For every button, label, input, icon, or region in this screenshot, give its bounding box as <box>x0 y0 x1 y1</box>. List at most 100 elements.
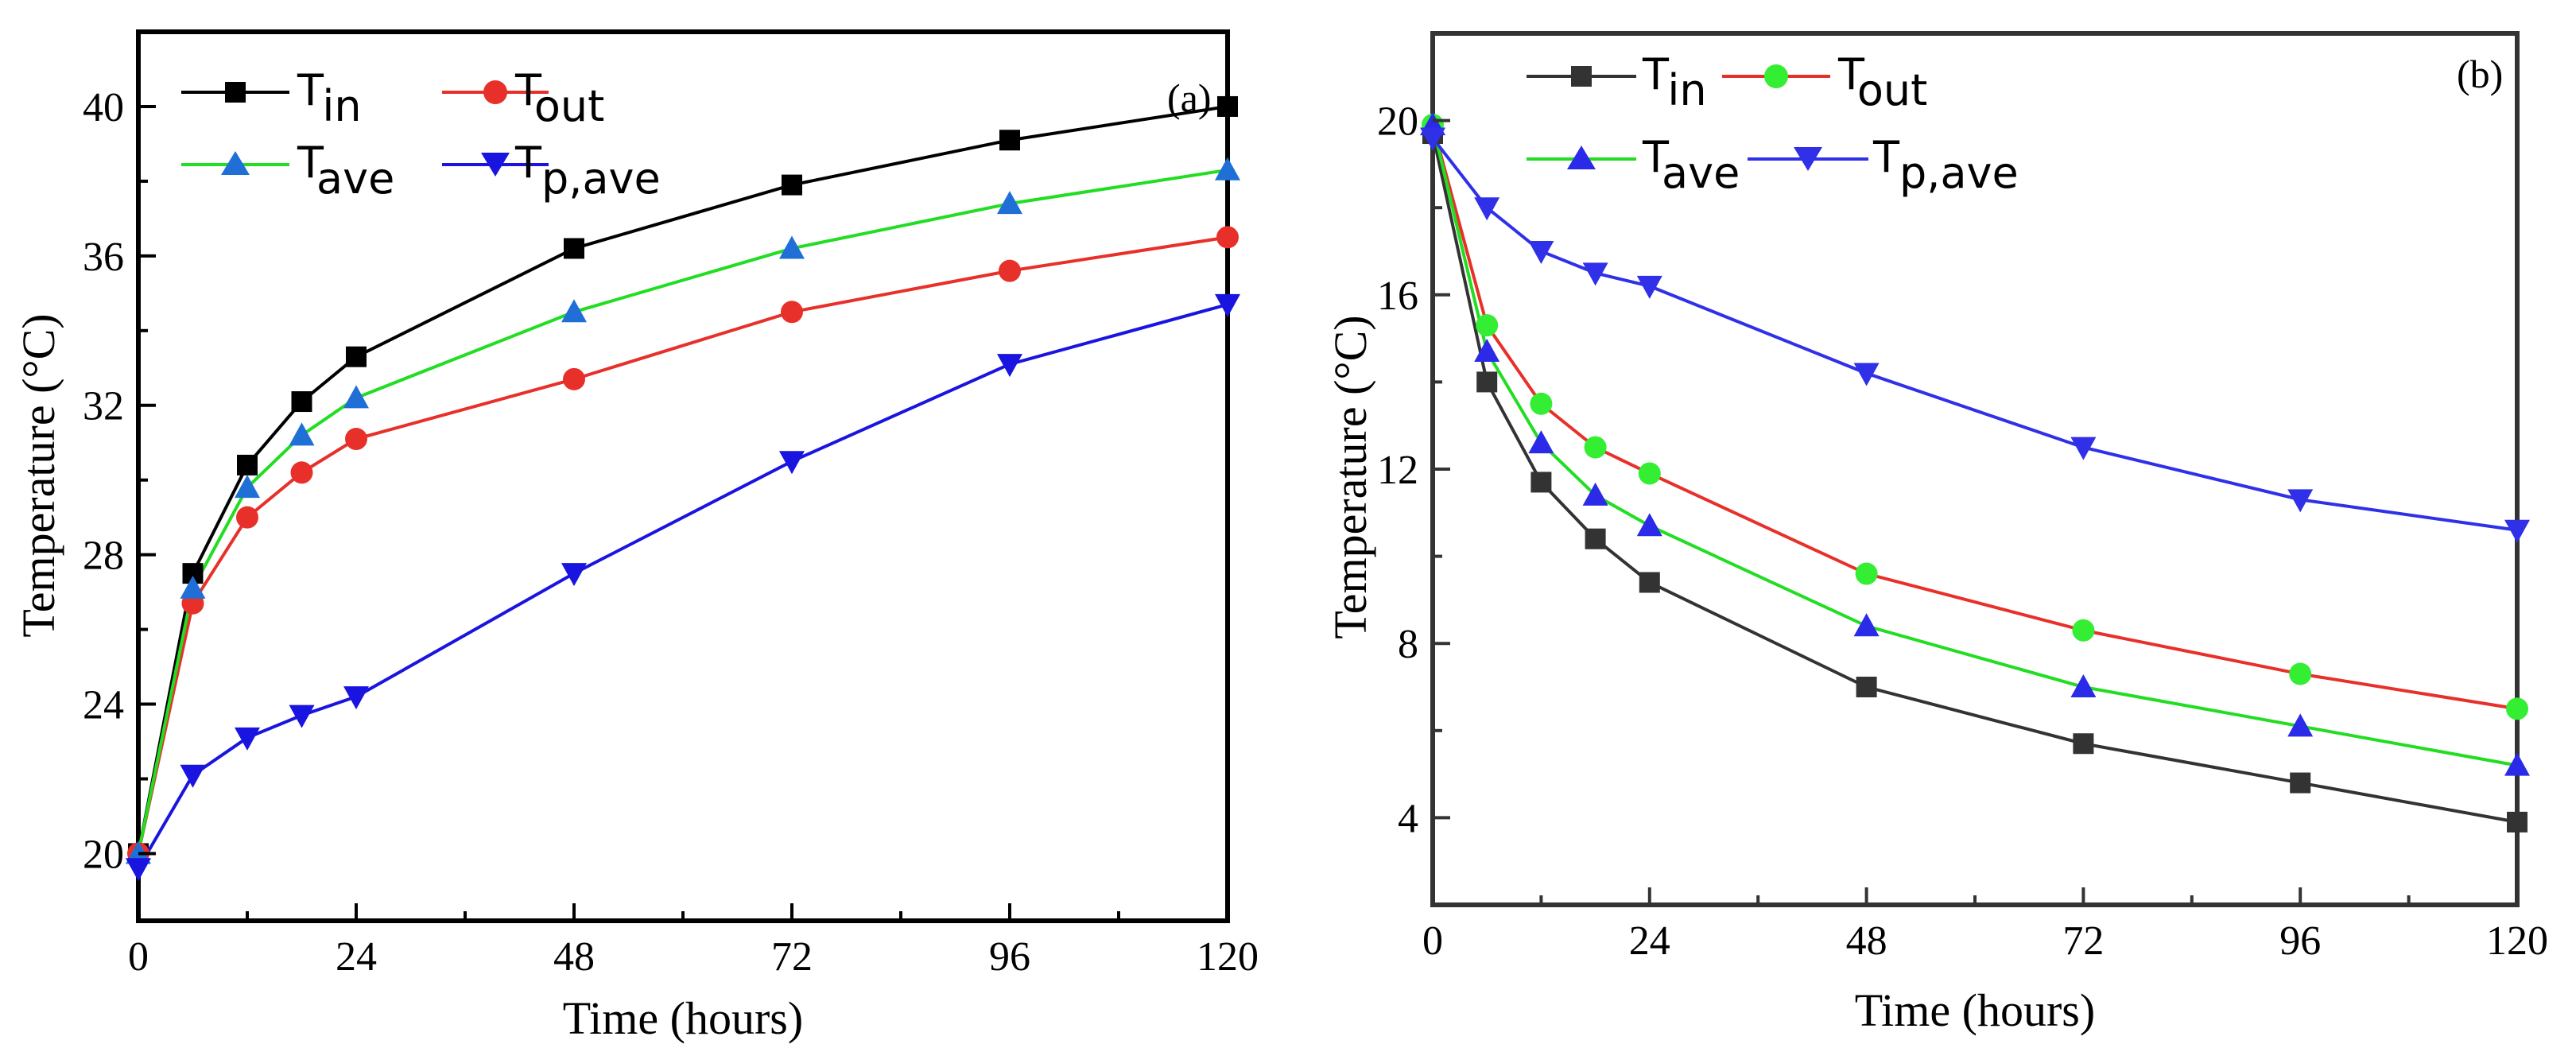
point-b-tin-12 <box>1530 472 1552 493</box>
legend-a-tin-label: Tin <box>297 65 362 131</box>
point-b-tpave-18 <box>1582 262 1608 286</box>
point-a-tout-48 <box>563 367 585 390</box>
point-a-tin-48 <box>564 238 584 259</box>
point-b-tout-96 <box>2289 662 2312 685</box>
legend-b-tout-label: Tout <box>1837 49 1927 115</box>
point-b-tin-24 <box>1639 572 1660 593</box>
legend-b-tin-marker <box>1571 66 1592 87</box>
legend-a-tpave-sub: p,ave <box>541 153 661 204</box>
point-a-tin-18 <box>291 391 312 413</box>
point-b-tpave-0 <box>1420 127 1445 151</box>
point-b-tave-12 <box>1528 430 1554 454</box>
legend-b-tpave-sub: p,ave <box>1899 148 2019 198</box>
legend-b-tave: Tave <box>1527 132 1740 198</box>
point-a-tpave-18 <box>289 704 315 728</box>
point-b-tin-18 <box>1585 528 1606 549</box>
panel-b-legend: Tin Tout Tave Tp,ave <box>1527 49 2019 198</box>
y-tick-label-a-24: 24 <box>83 683 124 728</box>
legend-a-tin-sub: in <box>322 81 361 131</box>
legend-b-tave-label: Tave <box>1642 132 1740 198</box>
y-tick-label-b-12: 12 <box>1377 448 1418 493</box>
legend-a-tave-sub: ave <box>316 153 394 204</box>
point-a-tin-120 <box>1217 95 1238 117</box>
point-a-tpave-48 <box>561 563 587 587</box>
legend-b-tave-marker <box>1567 146 1596 169</box>
legend-b-tin-label: Tin <box>1642 49 1707 115</box>
x-tick-label-b-0: 0 <box>1422 918 1443 964</box>
legend-a-tin-name: T <box>297 65 324 115</box>
y-tick-label-a-20: 20 <box>83 832 124 877</box>
panel-a-plot-area <box>126 95 1240 882</box>
point-b-tpave-12 <box>1528 241 1554 264</box>
legend-b-tout-sub: out <box>1857 65 1927 115</box>
point-a-tpave-24 <box>343 686 369 710</box>
point-b-tpave-120 <box>2504 519 2530 543</box>
legend-a-tin-marker <box>225 82 246 103</box>
panel-a-label: (a) <box>1167 76 1212 120</box>
x-tick-label-b-48: 48 <box>1846 918 1887 964</box>
legend-b-tpave-marker <box>1794 147 1822 171</box>
point-a-tpave-6 <box>180 764 206 788</box>
panel-b-x-axis-title: Time (hours) <box>1855 984 2095 1036</box>
point-a-tpave-0 <box>126 858 151 882</box>
point-a-tave-72 <box>779 235 805 259</box>
legend-a-tout: Tout <box>442 65 604 131</box>
legend-b-tpave-name: T <box>1872 132 1900 182</box>
point-a-tout-18 <box>290 461 313 484</box>
point-b-tave-72 <box>2070 674 2097 697</box>
point-b-tin-72 <box>2073 733 2094 755</box>
legend-b-tout: Tout <box>1722 49 1927 115</box>
point-a-tin-96 <box>999 130 1020 151</box>
legend-a-tpave-label: Tp,ave <box>514 138 661 204</box>
x-tick-label-b-120: 120 <box>2486 918 2548 964</box>
point-a-tave-18 <box>289 422 315 446</box>
point-b-tout-24 <box>1638 462 1661 485</box>
point-a-tave-6 <box>180 575 206 599</box>
panel-b-label: (b) <box>2457 52 2503 96</box>
y-tick-label-a-36: 36 <box>83 235 124 280</box>
point-b-tout-48 <box>1855 562 1878 585</box>
point-a-tin-12 <box>237 454 258 475</box>
legend-a-tout-sub: out <box>534 81 604 131</box>
legend-b-tin: Tin <box>1527 49 1707 115</box>
series-line-a-tpave <box>137 302 1228 870</box>
point-a-tout-96 <box>999 259 1021 282</box>
legend-b-tpave-label: Tp,ave <box>1872 132 2019 198</box>
panel-b-plot-area <box>1420 112 2530 833</box>
point-a-tave-120 <box>1215 157 1240 180</box>
legend-b-tave-sub: ave <box>1662 148 1740 198</box>
panel-a-y-axis-title: Temperature (°C) <box>13 313 64 637</box>
legend-a-tave-marker <box>221 151 250 175</box>
x-tick-label-b-24: 24 <box>1629 918 1670 964</box>
series-line-a-tave <box>137 168 1228 854</box>
point-b-tpave-24 <box>1636 275 1662 299</box>
point-a-tin-24 <box>346 346 367 367</box>
point-b-tout-18 <box>1584 436 1607 459</box>
legend-a-tout-marker <box>483 80 507 104</box>
panel-a-x-ticks: 0 24 48 72 96 120 <box>128 903 1259 980</box>
legend-a-tin: Tin <box>181 65 362 131</box>
panel-b-x-ticks: 0 24 48 72 96 120 <box>1422 887 2548 964</box>
panel-a-x-axis-title: Time (hours) <box>563 992 803 1044</box>
point-b-tpave-96 <box>2287 489 2314 513</box>
y-tick-label-a-28: 28 <box>83 534 124 579</box>
panel-a-legend: Tin Tout Tave Tp,ave <box>181 65 661 204</box>
point-a-tpave-96 <box>997 354 1022 378</box>
point-b-tout-120 <box>2506 697 2528 720</box>
x-tick-label-a-120: 120 <box>1197 934 1259 980</box>
point-b-tin-120 <box>2507 811 2528 833</box>
point-b-tin-48 <box>1856 677 1877 697</box>
legend-a-tout-label: Tout <box>514 65 604 131</box>
point-a-tout-120 <box>1216 226 1239 249</box>
panel-b-y-axis-title: Temperature (°C) <box>1325 315 1376 639</box>
point-b-tave-6 <box>1474 339 1500 363</box>
legend-a-tpave-marker <box>481 153 510 177</box>
point-a-tpave-120 <box>1215 293 1240 317</box>
point-b-tave-24 <box>1636 513 1662 537</box>
point-b-tin-96 <box>2290 772 2311 794</box>
y-tick-label-b-20: 20 <box>1377 99 1418 145</box>
point-b-tpave-6 <box>1474 197 1500 221</box>
point-b-tave-120 <box>2504 752 2530 776</box>
